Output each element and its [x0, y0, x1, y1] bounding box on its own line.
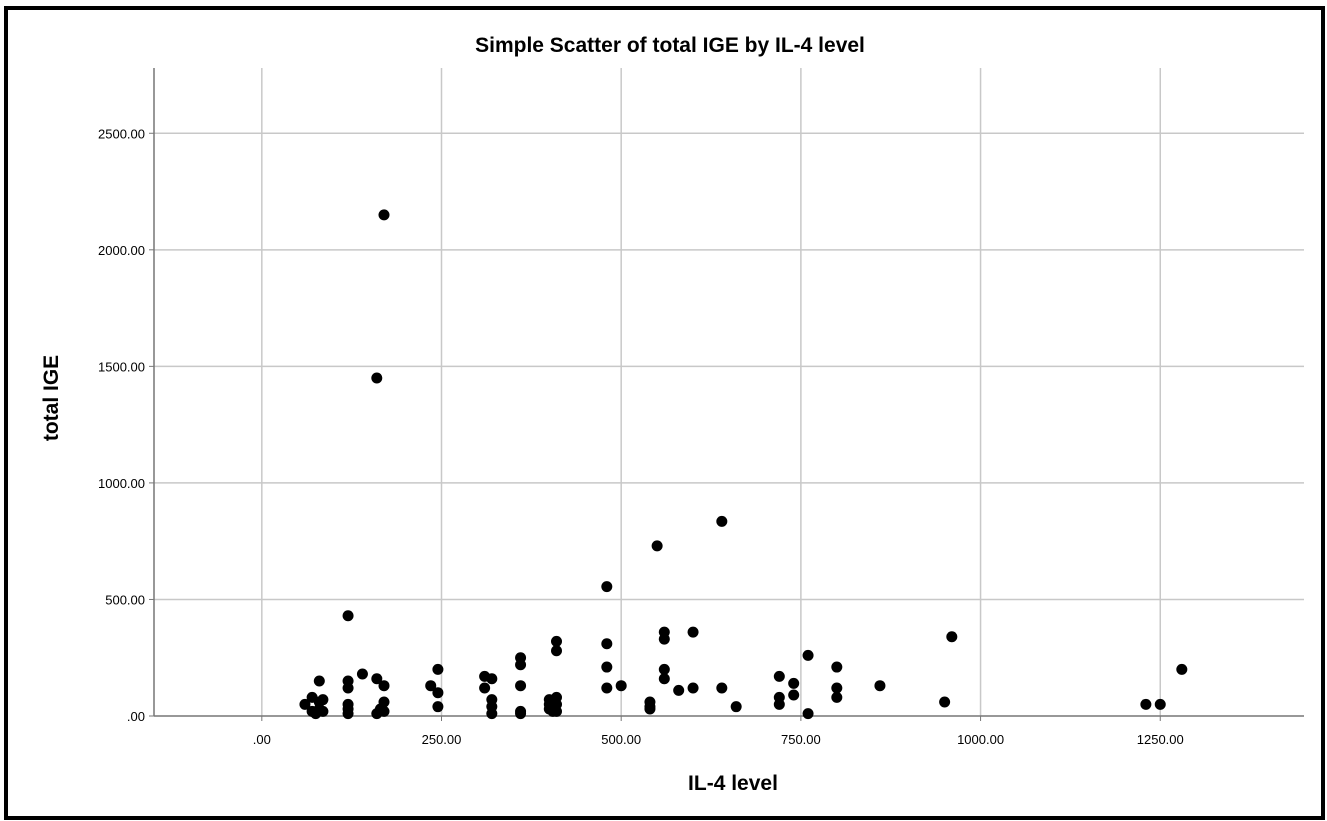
x-tick-label: .00 — [253, 732, 271, 747]
data-point — [788, 689, 800, 701]
data-point — [939, 696, 951, 708]
chart-frame: Simple Scatter of total IGE by IL-4 leve… — [4, 6, 1325, 820]
x-tick-label: 750.00 — [781, 732, 821, 747]
data-point — [551, 705, 562, 717]
data-point — [371, 673, 383, 685]
data-point — [716, 682, 728, 694]
data-point — [946, 631, 958, 643]
data-point — [432, 663, 444, 675]
data-point — [658, 673, 670, 685]
x-axis-label: IL-4 level — [688, 772, 778, 795]
x-tick-label: 250.00 — [422, 732, 462, 747]
data-point — [342, 682, 354, 694]
x-tick-label: 500.00 — [601, 732, 641, 747]
data-point — [601, 661, 613, 673]
data-point — [551, 635, 562, 647]
y-tick-label: 500.00 — [105, 592, 145, 607]
x-tick-label: 1250.00 — [1137, 732, 1184, 747]
data-point — [317, 705, 329, 717]
data-point — [551, 645, 562, 657]
data-point — [317, 694, 329, 706]
data-point — [615, 680, 627, 692]
data-point — [773, 670, 785, 682]
data-point — [378, 209, 390, 221]
y-tick-label: 2500.00 — [98, 126, 145, 141]
scatter-chart: Simple Scatter of total IGE by IL-4 leve… — [40, 34, 1304, 795]
data-point — [378, 680, 390, 692]
y-axis-label: total IGE — [40, 355, 63, 441]
data-point — [687, 626, 699, 638]
data-point — [874, 680, 886, 692]
data-point — [313, 675, 325, 687]
data-point — [515, 659, 527, 671]
y-tick-label: 1000.00 — [98, 476, 145, 491]
data-point — [1176, 663, 1188, 675]
data-point — [802, 708, 814, 720]
data-point — [687, 682, 699, 694]
y-tick-label: 2000.00 — [98, 243, 145, 258]
data-point — [371, 372, 383, 384]
data-point — [601, 581, 613, 593]
y-tick-label: 1500.00 — [98, 359, 145, 374]
data-point — [432, 701, 444, 713]
data-point — [486, 708, 498, 720]
x-tick-labels: .00 250.00 500.00 750.00 1000.00 1250.00 — [253, 732, 1184, 747]
data-points — [299, 209, 1188, 720]
data-point — [651, 540, 663, 552]
data-point — [479, 682, 491, 694]
data-point — [342, 708, 354, 720]
axes — [149, 68, 1304, 721]
data-point — [378, 705, 390, 717]
data-point — [356, 668, 368, 680]
y-tick-label: .00 — [127, 709, 145, 724]
x-tick-label: 1000.00 — [957, 732, 1004, 747]
data-point — [802, 649, 814, 661]
data-point — [831, 691, 843, 703]
data-point — [658, 633, 670, 645]
data-point — [601, 682, 613, 694]
data-point — [432, 687, 444, 699]
x-gridlines — [261, 68, 1161, 716]
data-point — [1154, 698, 1166, 710]
data-point — [342, 610, 354, 622]
data-point — [644, 703, 656, 715]
data-point — [788, 677, 800, 689]
y-gridlines — [154, 132, 1304, 601]
data-point — [773, 698, 785, 710]
data-point — [831, 661, 843, 673]
data-point — [716, 515, 728, 527]
data-point — [1140, 698, 1152, 710]
chart-title: Simple Scatter of total IGE by IL-4 leve… — [475, 34, 865, 57]
y-tick-labels: .00 500.00 1000.00 1500.00 2000.00 2500.00 — [98, 126, 145, 724]
data-point — [515, 680, 527, 692]
data-point — [299, 698, 311, 710]
data-point — [515, 708, 527, 720]
data-point — [486, 673, 498, 685]
data-point — [601, 638, 613, 650]
data-point — [425, 680, 437, 692]
data-point — [673, 684, 685, 696]
data-point — [730, 701, 742, 713]
data-point — [658, 663, 670, 675]
data-point — [831, 682, 843, 694]
data-point — [378, 696, 390, 708]
